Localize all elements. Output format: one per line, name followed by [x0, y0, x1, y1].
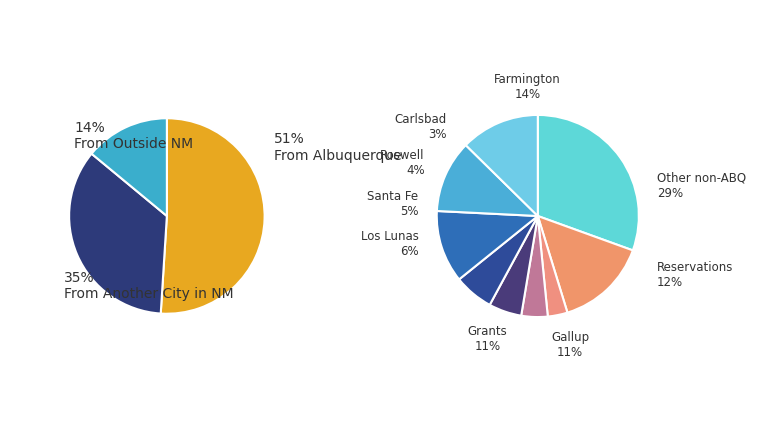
Wedge shape [459, 216, 538, 305]
Wedge shape [437, 145, 538, 216]
Text: Gallup
11%: Gallup 11% [551, 331, 589, 359]
Wedge shape [465, 115, 538, 216]
Text: 14%
From Outside NM: 14% From Outside NM [74, 121, 193, 151]
Wedge shape [538, 216, 633, 313]
Text: 35%
From Another City in NM: 35% From Another City in NM [65, 271, 234, 302]
Wedge shape [437, 211, 538, 280]
Text: 51%
From Albuquerque: 51% From Albuquerque [274, 133, 402, 163]
Wedge shape [161, 118, 265, 314]
Text: Reservations
12%: Reservations 12% [657, 260, 733, 289]
Text: Los Lunas
6%: Los Lunas 6% [361, 230, 419, 258]
Wedge shape [91, 118, 167, 216]
Text: Santa Fe
5%: Santa Fe 5% [367, 190, 419, 218]
Text: Roswell
4%: Roswell 4% [380, 149, 425, 178]
Text: Grants
11%: Grants 11% [468, 325, 507, 353]
Text: Carlsbad
3%: Carlsbad 3% [395, 113, 447, 141]
Text: Farmington
14%: Farmington 14% [495, 73, 561, 101]
Wedge shape [521, 216, 548, 317]
Wedge shape [490, 216, 538, 316]
Wedge shape [538, 115, 639, 251]
Text: Other non-ABQ
29%: Other non-ABQ 29% [657, 172, 746, 200]
Wedge shape [69, 154, 167, 314]
Wedge shape [538, 216, 568, 317]
